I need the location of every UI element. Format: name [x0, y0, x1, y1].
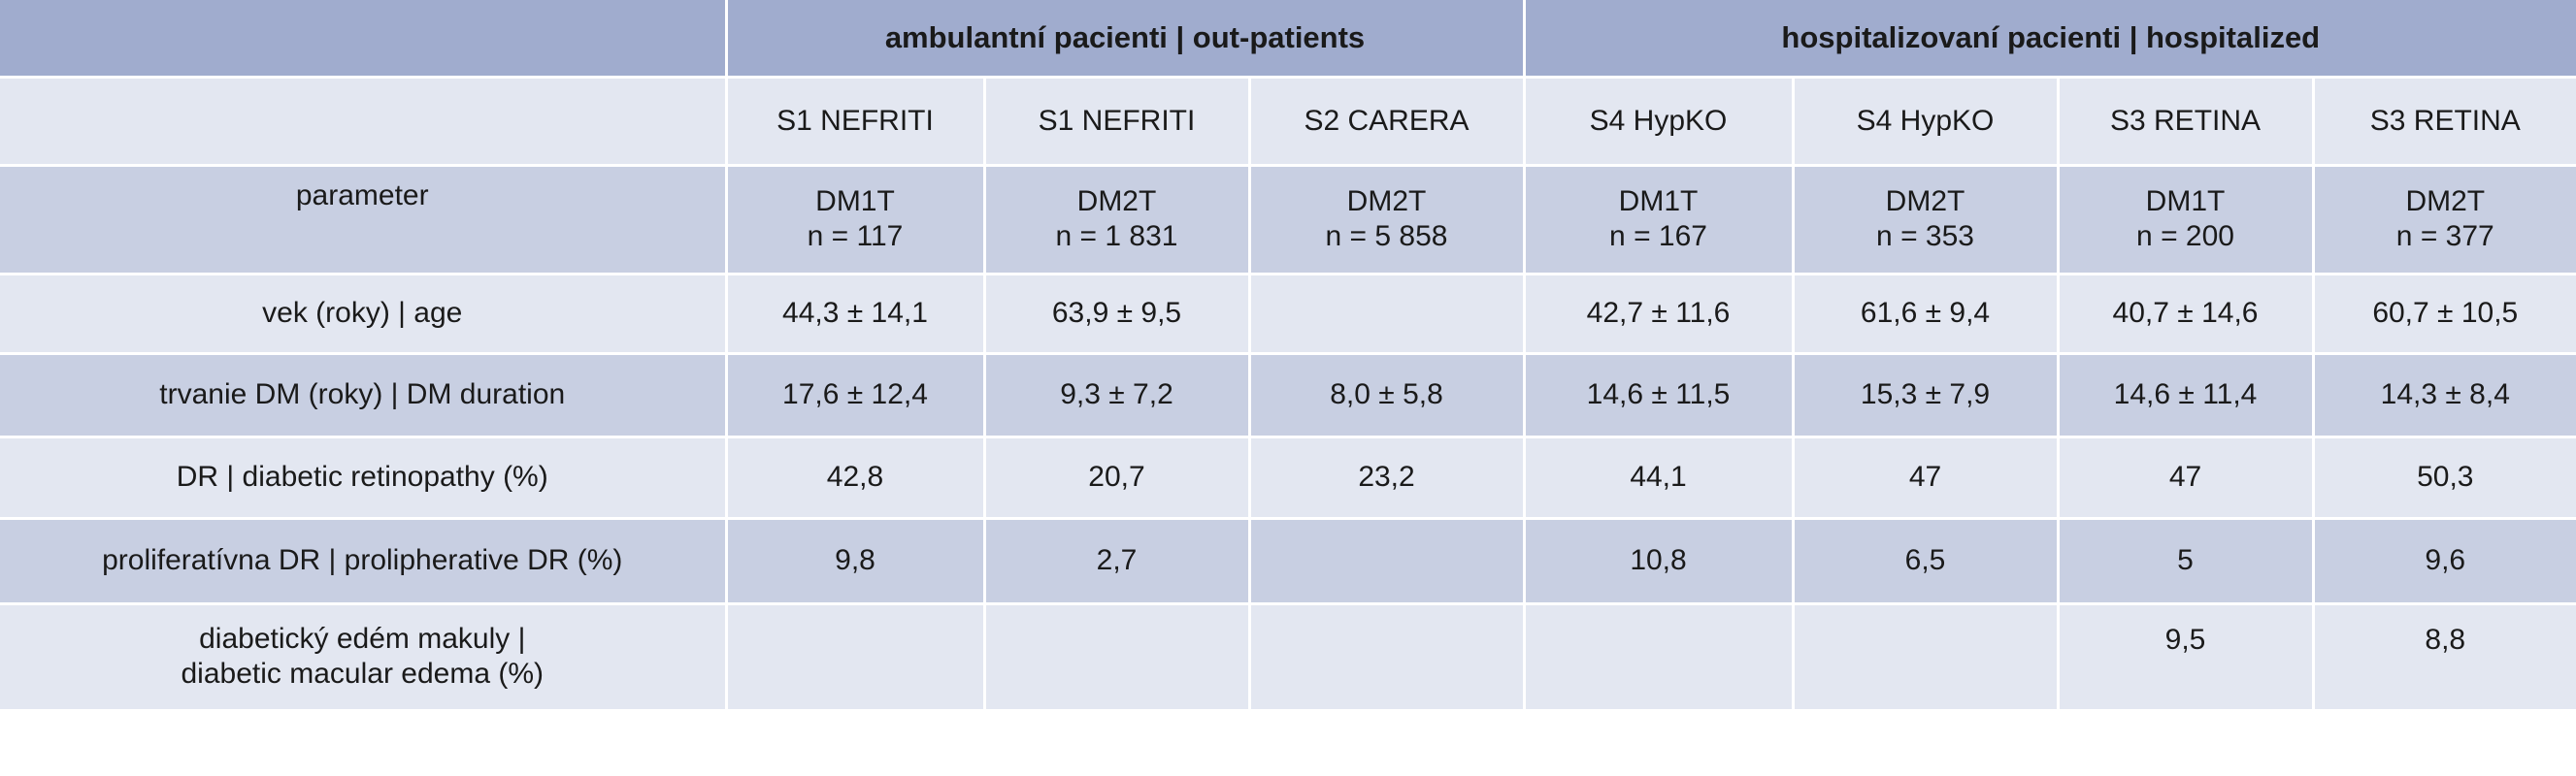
study-cell: S2 CARERA — [1249, 77, 1526, 167]
study-cell: S4 HypKO — [1793, 77, 2060, 167]
diabetes-type: DM1T — [815, 185, 895, 217]
table-cell: 23,2 — [1249, 436, 1526, 520]
table-cell: 42,7 ± 11,6 — [1524, 274, 1795, 355]
row-label: diabetický edém makuly | diabetic macular… — [0, 603, 728, 712]
table-cell: 9,6 — [2313, 518, 2576, 605]
study-cell: S3 RETINA — [2058, 77, 2315, 167]
table-cell: 9,3 ± 7,2 — [984, 353, 1251, 438]
table-cell: 6,5 — [1793, 518, 2060, 605]
table-row-proliferative-dr: proliferatívna DR | prolipherative DR (%… — [0, 518, 2576, 605]
table-cell: 14,6 ± 11,5 — [1524, 353, 1795, 438]
sample-size: n = 167 — [1609, 220, 1707, 252]
table-cell: 20,7 — [984, 436, 1251, 520]
study-label-cell — [0, 77, 728, 167]
study-row: S1 NEFRITI S1 NEFRITI S2 CARERA S4 HypKO… — [0, 77, 2576, 167]
row-label: trvanie DM (roky) | DM duration — [0, 353, 728, 438]
table-cell: 17,6 ± 12,4 — [726, 353, 986, 438]
diabetes-type: DM2T — [2405, 185, 2486, 217]
sample-size: n = 353 — [1876, 220, 1974, 252]
diabetes-type: DM2T — [1076, 185, 1157, 217]
table-cell: 40,7 ± 14,6 — [2058, 274, 2315, 355]
table-row-dm-duration: trvanie DM (roky) | DM duration 17,6 ± 1… — [0, 353, 2576, 438]
row-label: vek (roky) | age — [0, 274, 728, 355]
row-label: DR | diabetic retinopathy (%) — [0, 436, 728, 520]
study-cell: S1 NEFRITI — [984, 77, 1251, 167]
sample-size: n = 1 831 — [1055, 220, 1178, 252]
table-cell: 8,0 ± 5,8 — [1249, 353, 1526, 438]
study-cell: S3 RETINA — [2313, 77, 2576, 167]
sample-size: n = 200 — [2136, 220, 2234, 252]
table-cell: 2,7 — [984, 518, 1251, 605]
sample-size: n = 5 858 — [1325, 220, 1448, 252]
table-cell: 14,3 ± 8,4 — [2313, 353, 2576, 438]
table-cell: 42,8 — [726, 436, 986, 520]
table-cell: 61,6 ± 9,4 — [1793, 274, 2060, 355]
parameter-cell: DM2T n = 377 — [2313, 165, 2576, 275]
parameter-cell: DM1T n = 167 — [1524, 165, 1795, 275]
table-cell — [1249, 518, 1526, 605]
row-label-line: diabetic macular edema (%) — [181, 658, 545, 690]
table-cell: 15,3 ± 7,9 — [1793, 353, 2060, 438]
parameter-cell: DM1T n = 117 — [726, 165, 986, 275]
table-cell: 5 — [2058, 518, 2315, 605]
table-row-age: vek (roky) | age 44,3 ± 14,1 63,9 ± 9,5 … — [0, 274, 2576, 355]
diabetes-type: DM1T — [1618, 185, 1699, 217]
group-header-hospitalized: hospitalizovaní pacienti | hospitalized — [1524, 0, 2576, 79]
row-label: proliferatívna DR | prolipherative DR (%… — [0, 518, 728, 605]
table-cell — [1249, 274, 1526, 355]
table-cell: 47 — [1793, 436, 2060, 520]
data-table: ambulantní pacienti | out-patients hospi… — [0, 0, 2576, 712]
diabetes-type: DM2T — [1346, 185, 1427, 217]
table-cell: 44,3 ± 14,1 — [726, 274, 986, 355]
diabetes-type: DM1T — [2145, 185, 2226, 217]
table-cell: 10,8 — [1524, 518, 1795, 605]
parameter-label: parameter — [0, 165, 728, 275]
table-cell: 14,6 ± 11,4 — [2058, 353, 2315, 438]
table-row-macular-edema: diabetický edém makuly | diabetic macular… — [0, 603, 2576, 712]
table-cell: 63,9 ± 9,5 — [984, 274, 1251, 355]
parameter-cell: DM2T n = 1 831 — [984, 165, 1251, 275]
study-cell: S4 HypKO — [1524, 77, 1795, 167]
parameter-cell: DM1T n = 200 — [2058, 165, 2315, 275]
table-row-diabetic-retinopathy: DR | diabetic retinopathy (%) 42,8 20,7 … — [0, 436, 2576, 520]
table-cell — [984, 603, 1251, 712]
study-cell: S1 NEFRITI — [726, 77, 986, 167]
table-cell: 50,3 — [2313, 436, 2576, 520]
table-cell: 9,5 — [2058, 603, 2315, 712]
group-header-row: ambulantní pacienti | out-patients hospi… — [0, 0, 2576, 79]
table-cell — [726, 603, 986, 712]
table-cell — [1793, 603, 2060, 712]
parameter-row: parameter DM1T n = 117 DM2T n = 1 831 DM2T… — [0, 165, 2576, 275]
table-cell: 9,8 — [726, 518, 986, 605]
sample-size: n = 377 — [2395, 220, 2494, 252]
parameter-cell: DM2T n = 353 — [1793, 165, 2060, 275]
parameter-cell: DM2T n = 5 858 — [1249, 165, 1526, 275]
table-cell — [1524, 603, 1795, 712]
table-cell: 47 — [2058, 436, 2315, 520]
header-empty-cell — [0, 0, 728, 79]
sample-size: n = 117 — [807, 220, 904, 252]
diabetes-type: DM2T — [1885, 185, 1965, 217]
row-label-line: diabetický edém makuly | — [199, 623, 526, 655]
table-cell: 8,8 — [2313, 603, 2576, 712]
table-cell: 60,7 ± 10,5 — [2313, 274, 2576, 355]
table-cell — [1249, 603, 1526, 712]
group-header-out-patients: ambulantní pacienti | out-patients — [726, 0, 1526, 79]
table-cell: 44,1 — [1524, 436, 1795, 520]
